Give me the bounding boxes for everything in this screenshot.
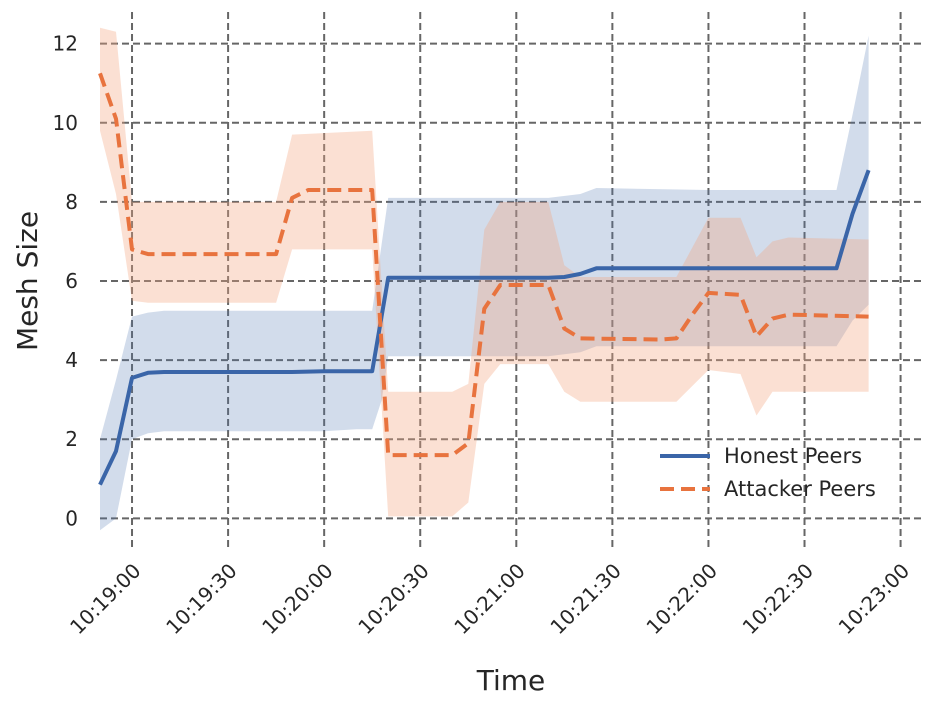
x-tick-label: 10:23:00 <box>834 559 914 639</box>
x-tick-label: 10:22:30 <box>738 559 818 639</box>
y-tick-label: 8 <box>65 190 78 214</box>
x-tick-label: 10:21:00 <box>449 559 529 639</box>
legend-label-attacker-peers: Attacker Peers <box>724 477 876 501</box>
x-tick-label: 10:19:30 <box>161 559 241 639</box>
confidence-bands <box>100 27 869 531</box>
attacker-peers-line <box>98 72 869 458</box>
y-tick-labels: 0 2 4 6 8 10 12 <box>53 32 78 531</box>
honest-peers-line <box>98 169 871 486</box>
legend-label-honest-peers: Honest Peers <box>724 444 862 468</box>
honest-peers-band <box>100 35 869 531</box>
x-axis-label: Time <box>476 664 546 697</box>
x-tick-label: 10:19:00 <box>65 559 145 639</box>
x-tick-label: 10:22:00 <box>641 559 721 639</box>
attacker-peers-band <box>100 27 869 517</box>
y-tick-label: 0 <box>65 506 78 530</box>
x-tick-label: 10:21:30 <box>545 559 625 639</box>
grid <box>100 12 923 550</box>
x-tick-label: 10:20:00 <box>257 559 337 639</box>
legend: Honest Peers Attacker Peers <box>660 444 876 501</box>
x-tick-label: 10:20:30 <box>353 559 433 639</box>
series-lines <box>98 72 871 486</box>
y-tick-label: 6 <box>65 269 78 293</box>
y-tick-label: 2 <box>65 427 78 451</box>
y-tick-label: 12 <box>53 32 78 56</box>
x-tick-labels: 10:19:00 10:19:30 10:20:00 10:20:30 10:21:00… <box>65 559 914 639</box>
y-tick-label: 4 <box>65 348 78 372</box>
y-axis-label: Mesh Size <box>11 211 44 351</box>
y-tick-label: 10 <box>53 111 78 135</box>
